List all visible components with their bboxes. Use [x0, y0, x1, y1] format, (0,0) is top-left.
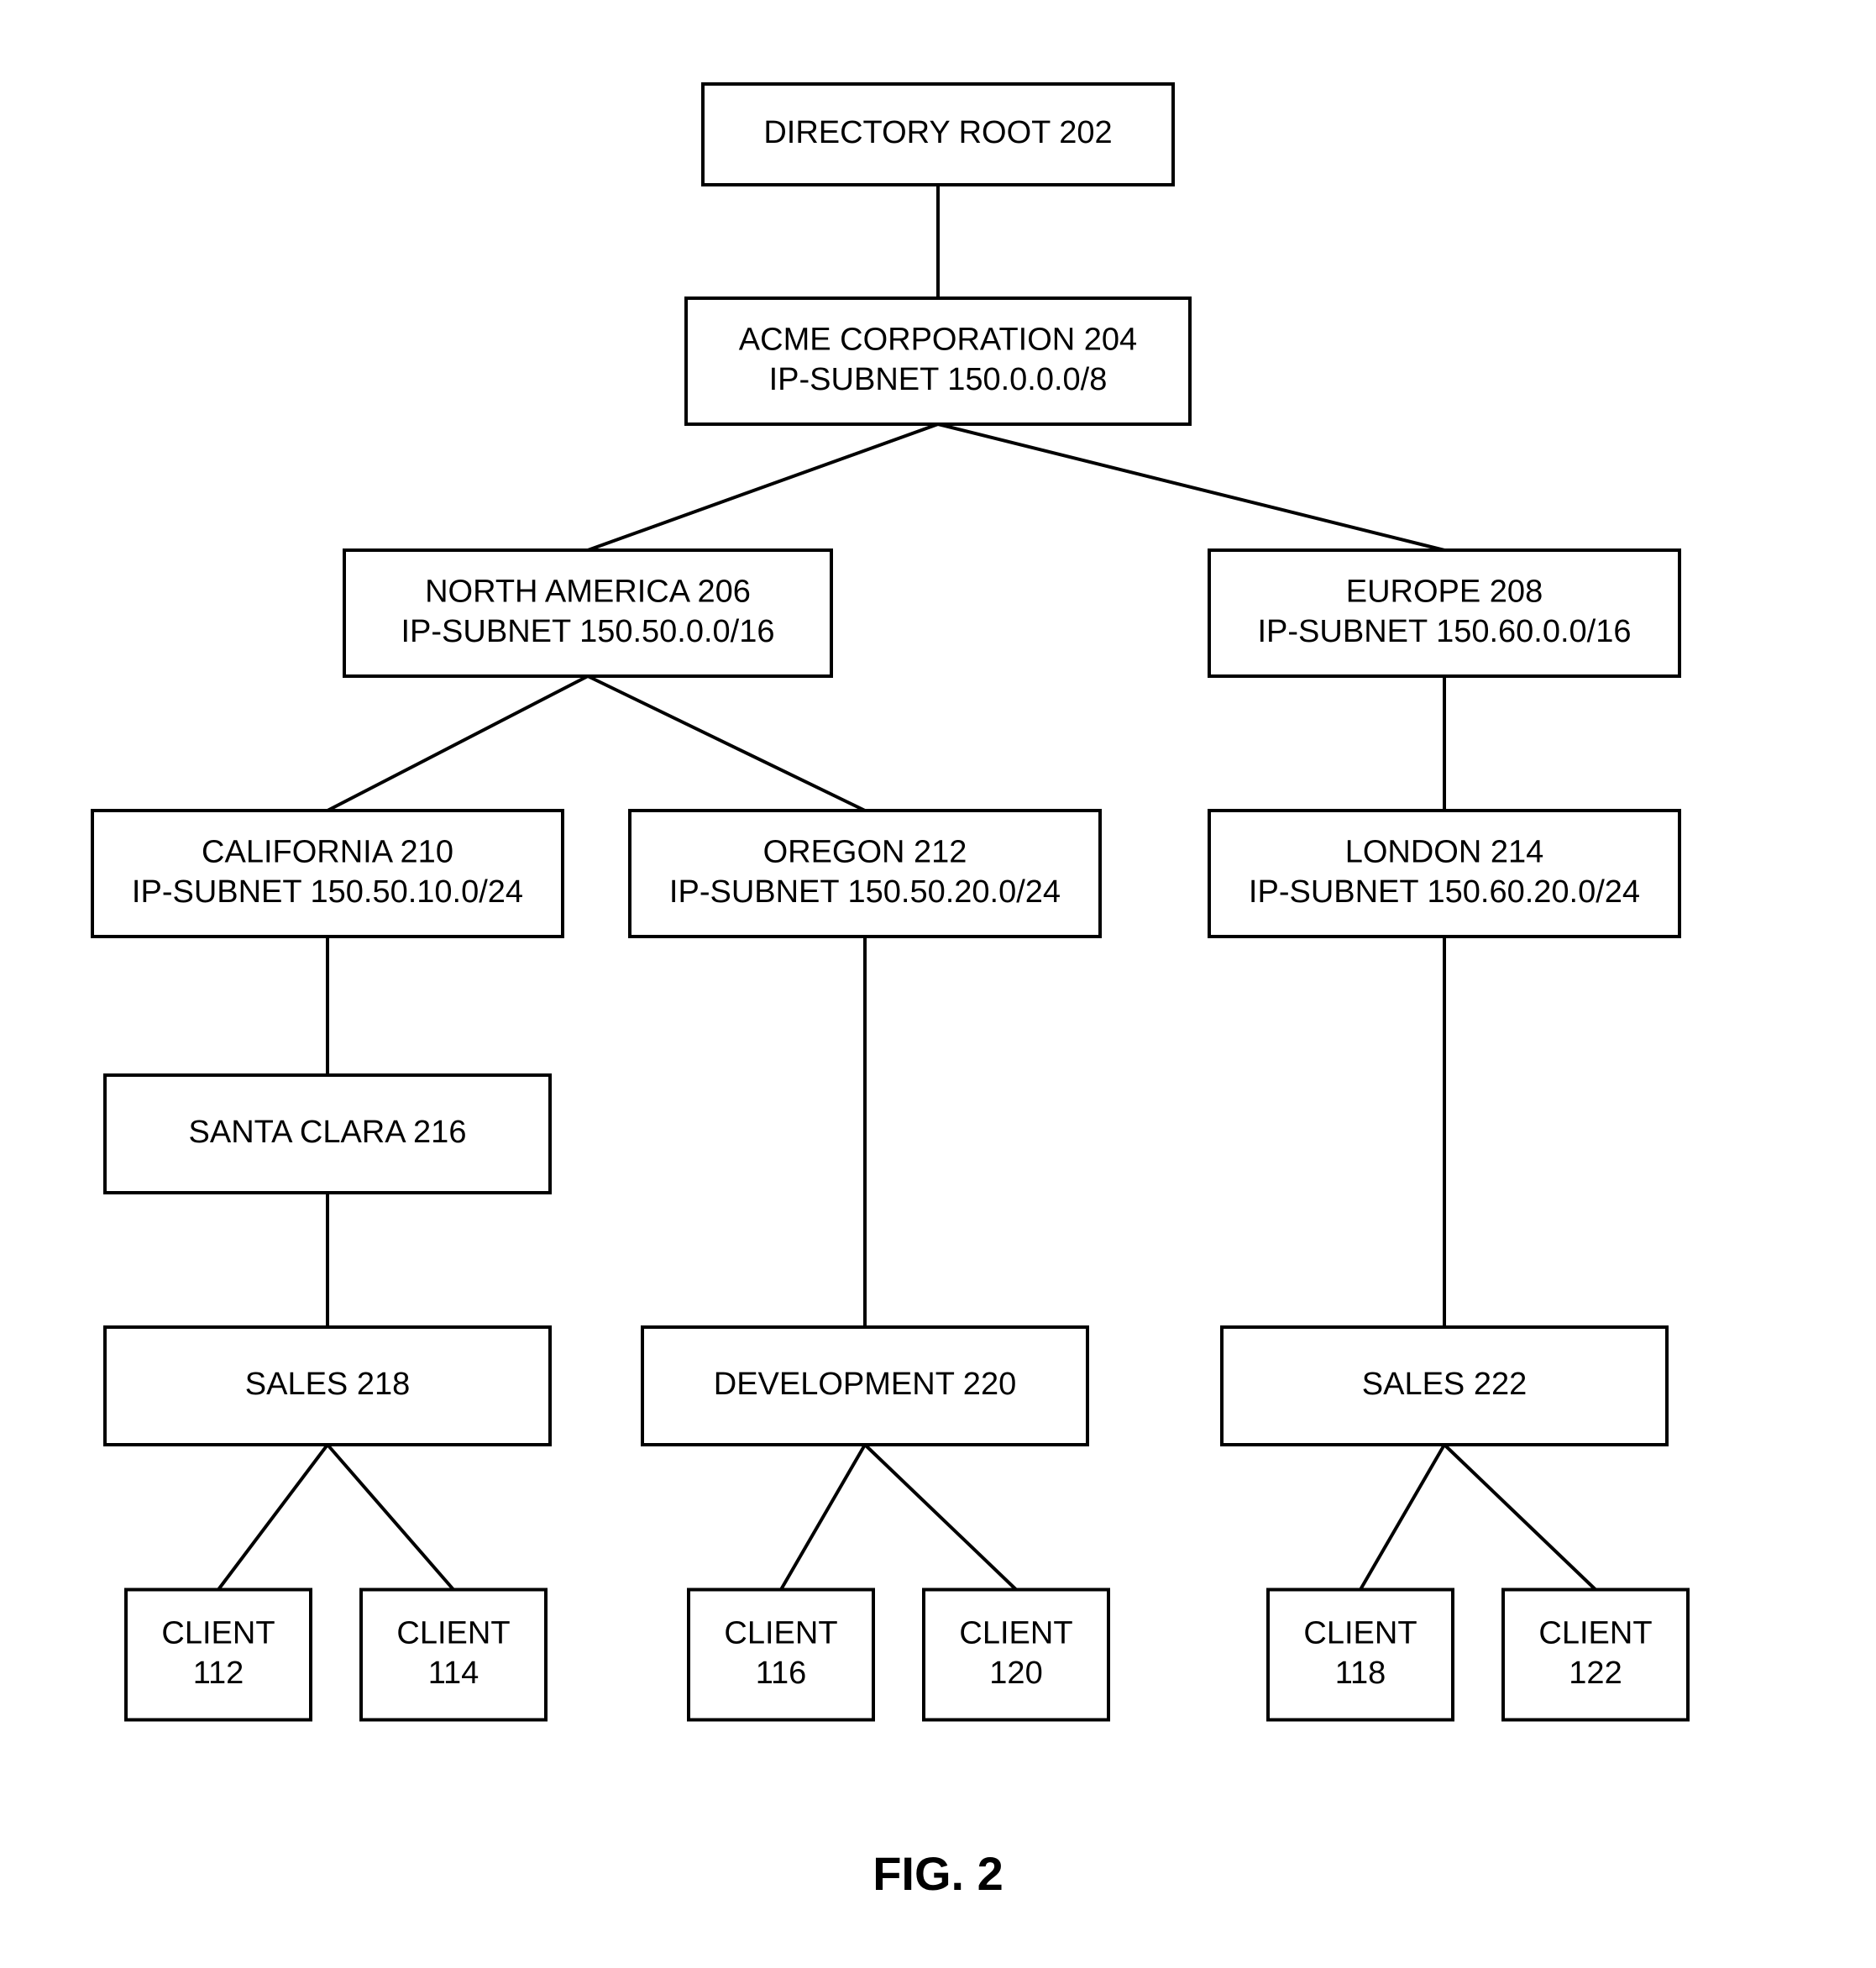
node-sales222: SALES 222 [1222, 1327, 1667, 1445]
node-label-sales218-line0: SALES 218 [245, 1367, 410, 1402]
node-dev220: DEVELOPMENT 220 [642, 1327, 1087, 1445]
node-c118: CLIENT 118 [1268, 1590, 1453, 1720]
edge-na-or [588, 676, 865, 811]
node-c122: CLIENT 122 [1503, 1590, 1688, 1720]
node-label-c114-line0: CLIENT [396, 1615, 510, 1650]
node-label-c116-line1: 116 [756, 1656, 807, 1691]
node-label-eu-line0: EUROPE 208 [1346, 574, 1543, 609]
node-label-or-line1: IP-SUBNET 150.50.20.0/24 [669, 874, 1061, 910]
node-label-root-line0: DIRECTORY ROOT 202 [763, 115, 1112, 150]
edge-acme-na [588, 424, 938, 550]
node-sales218: SALES 218 [105, 1327, 550, 1445]
node-label-c120-line0: CLIENT [959, 1615, 1072, 1650]
node-label-c122-line0: CLIENT [1538, 1615, 1652, 1650]
node-label-london-line1: IP-SUBNET 150.60.20.0/24 [1249, 874, 1640, 910]
node-c112: CLIENT 112 [126, 1590, 311, 1720]
node-london: LONDON 214 IP-SUBNET 150.60.20.0/24 [1209, 811, 1679, 937]
node-label-sales222-line0: SALES 222 [1362, 1367, 1527, 1402]
node-root: DIRECTORY ROOT 202 [703, 84, 1173, 185]
node-acme: ACME CORPORATION 204 IP-SUBNET 150.0.0.0/… [686, 298, 1190, 424]
edge-dev220-c116 [781, 1445, 865, 1590]
node-label-dev220-line0: DEVELOPMENT 220 [714, 1367, 1016, 1402]
node-eu: EUROPE 208 IP-SUBNET 150.60.0.0/16 [1209, 550, 1679, 676]
node-label-acme-line0: ACME CORPORATION 204 [739, 322, 1137, 357]
node-c120: CLIENT 120 [924, 1590, 1108, 1720]
edge-acme-eu [938, 424, 1444, 550]
edge-sales218-c112 [218, 1445, 328, 1590]
node-c114: CLIENT 114 [361, 1590, 546, 1720]
node-label-ca-line1: IP-SUBNET 150.50.10.0/24 [132, 874, 523, 910]
node-c116: CLIENT 116 [689, 1590, 873, 1720]
node-label-c120-line1: 120 [989, 1656, 1042, 1691]
node-ca: CALIFORNIA 210 IP-SUBNET 150.50.10.0/24 [92, 811, 563, 937]
node-label-acme-line1: IP-SUBNET 150.0.0.0/8 [769, 362, 1108, 397]
tree-diagram: DIRECTORY ROOT 202 ACME CORPORATION 204 IP… [0, 0, 1876, 1968]
node-label-eu-line1: IP-SUBNET 150.60.0.0/16 [1258, 614, 1632, 649]
node-label-na-line1: IP-SUBNET 150.50.0.0/16 [401, 614, 775, 649]
node-label-c118-line1: 118 [1335, 1656, 1386, 1691]
node-label-ca-line0: CALIFORNIA 210 [202, 834, 453, 869]
edge-sales222-c122 [1444, 1445, 1596, 1590]
node-label-c112-line0: CLIENT [161, 1615, 275, 1650]
figure-caption: FIG. 2 [872, 1847, 1004, 1900]
node-label-c122-line1: 122 [1569, 1656, 1622, 1691]
node-label-london-line0: LONDON 214 [1345, 834, 1544, 869]
edge-sales218-c114 [328, 1445, 453, 1590]
edge-na-ca [328, 676, 588, 811]
node-label-na-line0: NORTH AMERICA 206 [425, 574, 751, 609]
node-label-santaclara-line0: SANTA CLARA 216 [189, 1115, 467, 1150]
node-label-c118-line0: CLIENT [1303, 1615, 1417, 1650]
node-na: NORTH AMERICA 206 IP-SUBNET 150.50.0.0/16 [344, 550, 831, 676]
edge-sales222-c118 [1360, 1445, 1444, 1590]
node-label-or-line0: OREGON 212 [763, 834, 967, 869]
node-santaclara: SANTA CLARA 216 [105, 1075, 550, 1193]
node-label-c114-line1: 114 [428, 1656, 479, 1691]
node-label-c116-line0: CLIENT [724, 1615, 837, 1650]
edge-dev220-c120 [865, 1445, 1016, 1590]
node-label-c112-line1: 112 [193, 1656, 244, 1691]
node-or: OREGON 212 IP-SUBNET 150.50.20.0/24 [630, 811, 1100, 937]
